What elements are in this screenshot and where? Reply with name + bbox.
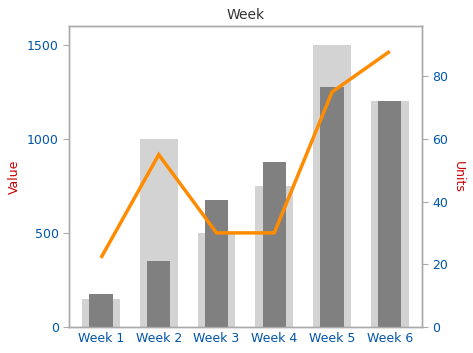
Bar [313,45,351,327]
Bar [147,261,170,327]
Bar [378,101,402,327]
Bar [82,299,120,327]
Bar [263,162,286,327]
Bar [255,186,293,327]
Bar [371,101,409,327]
Bar [321,87,343,327]
Y-axis label: Value: Value [9,159,21,194]
Title: Week: Week [226,8,264,22]
Bar [89,294,113,327]
Bar [205,200,228,327]
Bar [140,139,177,327]
Bar [198,233,235,327]
Y-axis label: Units: Units [452,161,464,192]
